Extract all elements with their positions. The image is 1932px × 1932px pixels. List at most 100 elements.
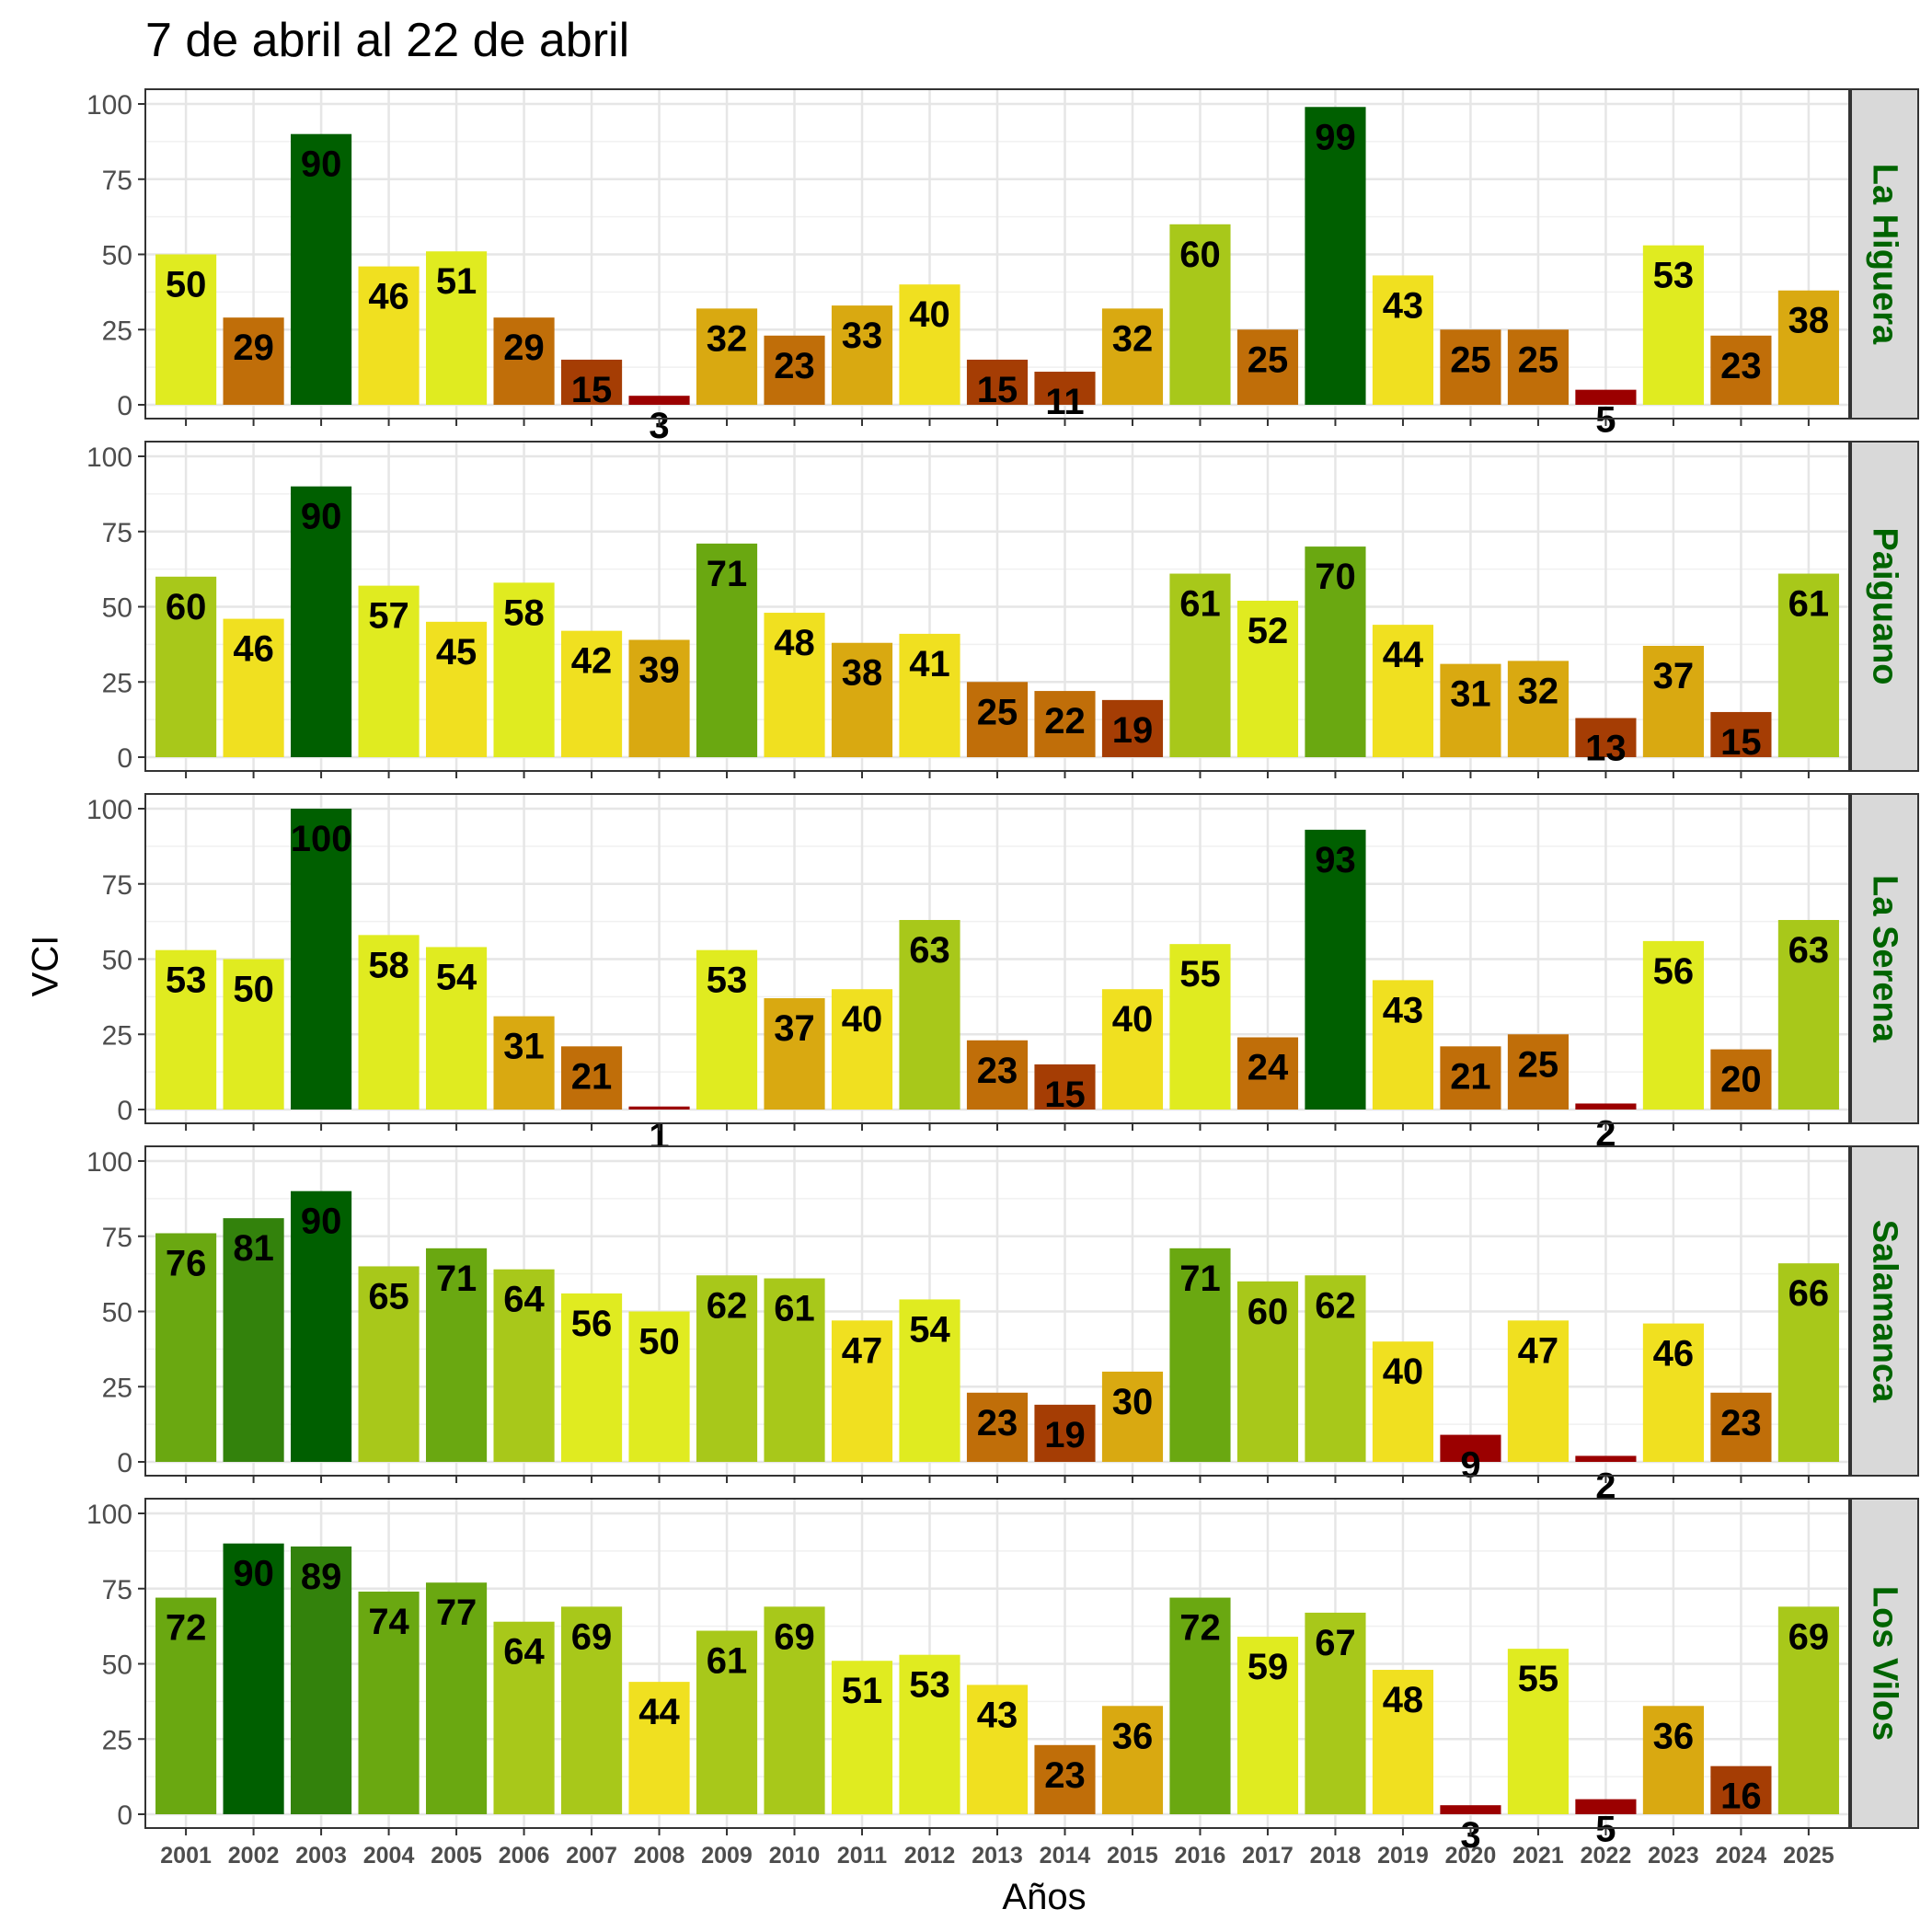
data-label: 58 (368, 945, 409, 985)
data-label: 25 (1518, 1044, 1559, 1085)
data-label: 3 (649, 406, 669, 446)
facet-strip (1850, 793, 1919, 1124)
data-label: 50 (233, 970, 274, 1010)
data-label: 100 (291, 819, 352, 859)
bar (1101, 989, 1164, 1110)
x-tick-label: 2017 (1242, 1843, 1294, 1869)
data-label: 40 (909, 294, 950, 335)
data-label: 32 (707, 318, 748, 359)
data-label: 64 (503, 1280, 545, 1320)
bar (1034, 1744, 1096, 1814)
data-label: 71 (436, 1259, 477, 1299)
data-label: 19 (1044, 1415, 1086, 1455)
data-label: 69 (774, 1616, 815, 1657)
bar (1575, 1455, 1637, 1462)
bar (1777, 919, 1839, 1110)
facet-strip (1850, 1145, 1919, 1477)
bar (560, 1606, 623, 1814)
x-tick-label: 2009 (701, 1843, 753, 1869)
data-label: 57 (368, 596, 409, 637)
bar (560, 1046, 623, 1110)
bar (425, 251, 488, 405)
data-label: 50 (166, 265, 207, 305)
x-tick-label: 2006 (499, 1843, 550, 1869)
bar (1575, 1799, 1637, 1814)
x-tick-label: 2011 (837, 1843, 887, 1869)
data-label: 36 (1112, 1716, 1154, 1756)
bar (1575, 389, 1637, 405)
data-label: 81 (233, 1228, 274, 1269)
data-label: 32 (1112, 318, 1154, 359)
data-label: 38 (842, 653, 883, 694)
data-label: 40 (842, 999, 883, 1040)
x-tick-label: 2015 (1107, 1843, 1158, 1869)
x-tick-label: 2005 (431, 1843, 482, 1869)
bar (291, 1546, 352, 1814)
bar (1372, 1670, 1434, 1814)
bar (1507, 661, 1570, 757)
data-label: 44 (638, 1692, 680, 1732)
bar (358, 266, 420, 405)
y-tick-label: 75 (102, 166, 132, 196)
bar (155, 254, 217, 405)
bar (358, 935, 420, 1110)
x-tick-label: 2023 (1648, 1843, 1699, 1869)
bar (425, 621, 488, 757)
data-label: 51 (436, 261, 477, 302)
data-label: 21 (571, 1056, 613, 1097)
bar (966, 1040, 1029, 1110)
data-label: 67 (1315, 1623, 1356, 1663)
y-tick-label: 75 (102, 518, 132, 548)
bar (560, 1293, 623, 1462)
data-label: 23 (1720, 1403, 1762, 1443)
data-label: 41 (909, 644, 950, 684)
x-tick-label: 2004 (363, 1843, 415, 1869)
bar (696, 308, 758, 405)
y-tick-label: 25 (102, 1373, 132, 1403)
y-tick-label: 100 (86, 90, 132, 121)
y-tick-label: 75 (102, 870, 132, 901)
x-tick-label: 2013 (972, 1843, 1023, 1869)
data-label: 47 (1518, 1330, 1559, 1371)
y-tick-label: 100 (86, 1500, 132, 1530)
bar (966, 1392, 1029, 1462)
facet-label: Paiguano (1866, 527, 1904, 684)
data-label: 90 (233, 1554, 274, 1594)
bar (1710, 1049, 1772, 1110)
data-label: 54 (909, 1309, 950, 1350)
bar (1305, 829, 1366, 1110)
bar (831, 989, 893, 1110)
bar (1642, 940, 1704, 1110)
bar (155, 1597, 217, 1814)
data-label: 59 (1248, 1647, 1289, 1687)
bar (966, 1685, 1029, 1814)
data-label: 65 (368, 1276, 409, 1317)
bar (831, 1320, 893, 1462)
bar (764, 998, 825, 1110)
bar (155, 1233, 217, 1462)
y-axis-label: VCI (25, 935, 66, 997)
bar (1305, 546, 1366, 757)
x-tick-label: 2002 (228, 1843, 280, 1869)
facet-label: Los Vilos (1866, 1586, 1904, 1741)
data-label: 48 (1383, 1680, 1424, 1720)
bar (425, 1248, 488, 1462)
bar (1372, 1341, 1434, 1462)
bar (1169, 1248, 1231, 1462)
data-label: 69 (571, 1616, 613, 1657)
y-tick-label: 0 (117, 743, 132, 774)
facet-strip (1850, 441, 1919, 772)
bar (493, 1621, 555, 1814)
data-label: 56 (1653, 951, 1695, 992)
data-label: 89 (301, 1557, 342, 1597)
data-label: 23 (774, 346, 815, 386)
bar (696, 949, 758, 1110)
data-label: 25 (1518, 339, 1559, 380)
facet-label: La Higuera (1866, 164, 1904, 345)
bar (1169, 944, 1231, 1110)
data-label: 23 (1720, 346, 1762, 386)
data-label: 40 (1383, 1351, 1424, 1392)
data-label: 90 (301, 1202, 342, 1242)
bar (155, 949, 217, 1110)
